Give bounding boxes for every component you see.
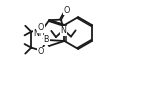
Text: O: O xyxy=(38,47,44,56)
Text: B: B xyxy=(44,35,49,44)
Text: O: O xyxy=(38,23,44,32)
Text: NH: NH xyxy=(33,28,45,38)
Text: O: O xyxy=(64,6,70,15)
Text: N: N xyxy=(61,26,67,35)
